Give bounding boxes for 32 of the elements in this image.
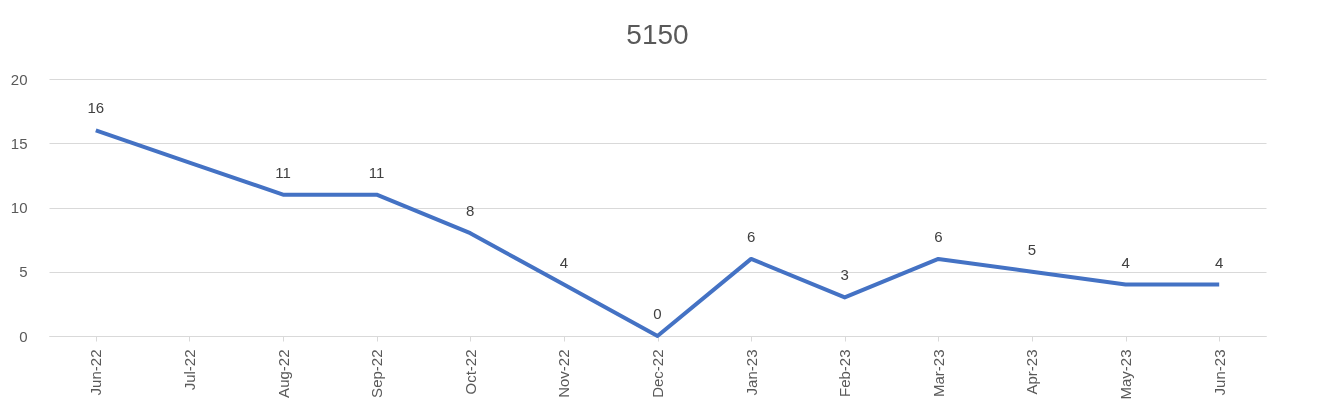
x-tick-label: Aug-22 [274, 349, 292, 398]
y-tick-label: 20 [10, 70, 28, 88]
x-tick-label: Nov-22 [555, 349, 573, 398]
x-tick-label: Jul-22 [180, 349, 198, 391]
x-tick-label: Oct-22 [461, 349, 479, 395]
x-tick-label: Feb-23 [836, 349, 854, 398]
x-tick-label: Apr-23 [1023, 349, 1041, 395]
y-tick-label: 10 [10, 199, 28, 216]
data-label: 16 [87, 99, 105, 117]
y-tick-label: 15 [10, 134, 28, 152]
x-tick-label: Sep-22 [368, 349, 386, 398]
data-label: 11 [368, 163, 385, 181]
chart-title: 5150 [626, 19, 689, 50]
data-label: 6 [934, 227, 943, 245]
x-tick-label: Jun-23 [1210, 349, 1228, 396]
data-label: 6 [746, 227, 756, 245]
y-tick-label: 5 [19, 263, 28, 281]
data-label: 4 [559, 253, 569, 271]
x-tick-label: Dec-22 [649, 349, 666, 398]
x-tick-label: Jun-22 [87, 349, 105, 396]
data-label: 4 [1121, 253, 1130, 271]
x-tick-label: Mar-23 [929, 349, 947, 398]
data-label: 4 [1215, 253, 1224, 271]
x-tick-label: Jan-23 [742, 349, 760, 396]
y-tick-label: 0 [19, 327, 28, 345]
data-label: 5 [1027, 240, 1037, 258]
data-label: 3 [840, 266, 849, 284]
data-label: 8 [466, 202, 475, 220]
data-label: 11 [275, 163, 291, 181]
x-tick-label: May-23 [1117, 349, 1135, 400]
data-label: 0 [653, 305, 662, 322]
line-series [93, 128, 1222, 338]
